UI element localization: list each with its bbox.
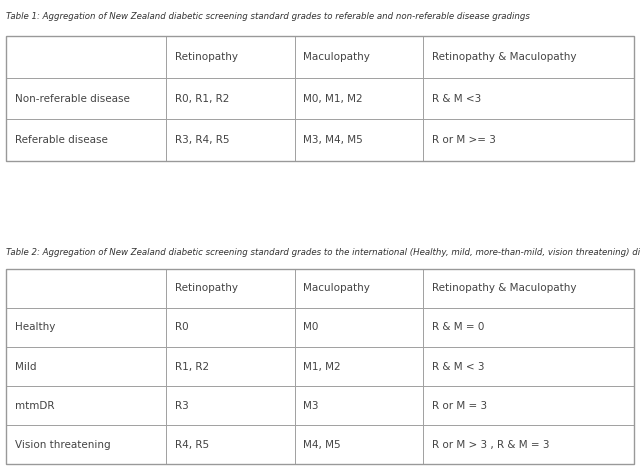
- Bar: [6, 386, 166, 425]
- Bar: [6, 36, 166, 78]
- Bar: [295, 347, 424, 386]
- Bar: [424, 36, 634, 78]
- Text: R or M >= 3: R or M >= 3: [432, 135, 496, 146]
- Bar: [166, 347, 295, 386]
- Bar: [166, 308, 295, 347]
- Text: R & M <3: R & M <3: [432, 93, 481, 104]
- Bar: [166, 36, 295, 78]
- Text: Maculopathy: Maculopathy: [303, 51, 370, 62]
- Bar: [295, 269, 424, 308]
- Text: M4, M5: M4, M5: [303, 439, 341, 450]
- Text: Retinopathy: Retinopathy: [175, 51, 237, 62]
- Bar: [6, 425, 166, 464]
- Bar: [295, 36, 424, 78]
- Text: Referable disease: Referable disease: [15, 135, 108, 146]
- Bar: [166, 386, 295, 425]
- Text: M1, M2: M1, M2: [303, 361, 341, 372]
- Bar: [166, 78, 295, 119]
- Text: M0: M0: [303, 322, 319, 333]
- Text: Retinopathy & Maculopathy: Retinopathy & Maculopathy: [432, 51, 576, 62]
- Bar: [166, 269, 295, 308]
- Text: R4, R5: R4, R5: [175, 439, 209, 450]
- Bar: [6, 119, 166, 161]
- Bar: [295, 386, 424, 425]
- Bar: [295, 308, 424, 347]
- Bar: [424, 269, 634, 308]
- Bar: [166, 425, 295, 464]
- Bar: [6, 269, 634, 464]
- Bar: [424, 78, 634, 119]
- Bar: [166, 119, 295, 161]
- Bar: [295, 119, 424, 161]
- Text: M3: M3: [303, 400, 319, 411]
- Text: Maculopathy: Maculopathy: [303, 283, 370, 294]
- Bar: [424, 119, 634, 161]
- Text: R & M = 0: R & M = 0: [432, 322, 484, 333]
- Text: Table 2: Aggregation of New Zealand diabetic screening standard grades to the in: Table 2: Aggregation of New Zealand diab…: [6, 248, 640, 257]
- Text: Mild: Mild: [15, 361, 36, 372]
- Text: Retinopathy & Maculopathy: Retinopathy & Maculopathy: [432, 283, 576, 294]
- Text: R0: R0: [175, 322, 188, 333]
- Bar: [6, 36, 634, 161]
- Text: Retinopathy: Retinopathy: [175, 283, 237, 294]
- Bar: [424, 308, 634, 347]
- Text: Healthy: Healthy: [15, 322, 55, 333]
- Text: R3: R3: [175, 400, 188, 411]
- Text: R3, R4, R5: R3, R4, R5: [175, 135, 229, 146]
- Bar: [6, 308, 166, 347]
- Text: M0, M1, M2: M0, M1, M2: [303, 93, 363, 104]
- Text: Non-referable disease: Non-referable disease: [15, 93, 129, 104]
- Text: R0, R1, R2: R0, R1, R2: [175, 93, 229, 104]
- Bar: [295, 78, 424, 119]
- Bar: [424, 425, 634, 464]
- Text: R & M < 3: R & M < 3: [432, 361, 484, 372]
- Bar: [424, 347, 634, 386]
- Bar: [6, 78, 166, 119]
- Text: Table 1: Aggregation of New Zealand diabetic screening standard grades to refera: Table 1: Aggregation of New Zealand diab…: [6, 12, 531, 21]
- Text: Vision threatening: Vision threatening: [15, 439, 110, 450]
- Bar: [424, 386, 634, 425]
- Bar: [6, 347, 166, 386]
- Bar: [6, 269, 166, 308]
- Bar: [295, 425, 424, 464]
- Text: R or M > 3 , R & M = 3: R or M > 3 , R & M = 3: [432, 439, 549, 450]
- Text: M3, M4, M5: M3, M4, M5: [303, 135, 363, 146]
- Text: mtmDR: mtmDR: [15, 400, 54, 411]
- Text: R1, R2: R1, R2: [175, 361, 209, 372]
- Text: R or M = 3: R or M = 3: [432, 400, 487, 411]
